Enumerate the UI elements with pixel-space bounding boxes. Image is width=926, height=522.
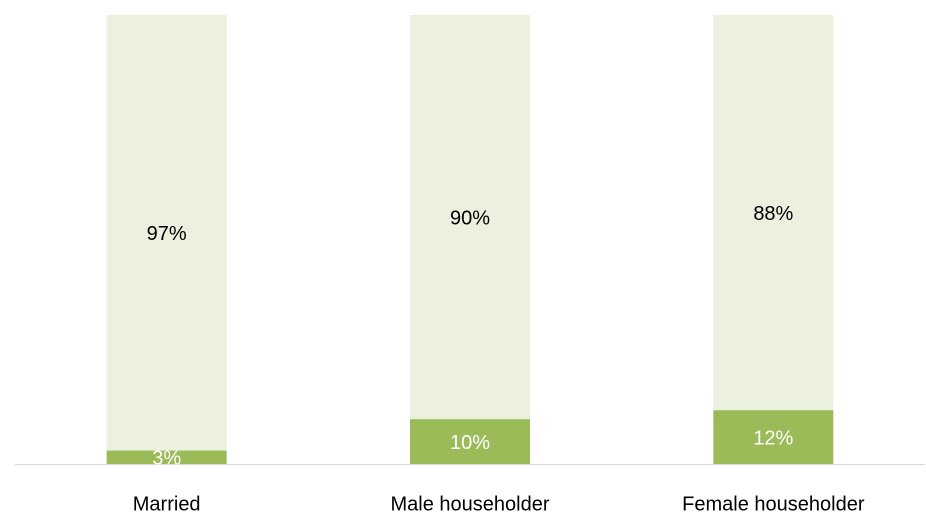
bar-segment — [410, 15, 530, 420]
x-tick-label: Female householder — [682, 493, 865, 515]
bar-segment — [713, 410, 834, 464]
x-tick-label: Male householder — [391, 493, 550, 515]
x-tick-label: Married — [133, 493, 201, 515]
bar-segment — [106, 450, 227, 464]
data-label: 90% — [450, 207, 490, 229]
bar-segment — [410, 419, 530, 464]
data-label: 10% — [450, 432, 490, 454]
data-label: 3% — [152, 448, 181, 470]
bar-segment — [106, 15, 227, 451]
plot — [106, 15, 834, 464]
data-label: 88% — [753, 203, 793, 225]
data-label: 97% — [147, 223, 187, 245]
bar-segment — [713, 15, 834, 411]
data-label: 12% — [753, 427, 793, 449]
